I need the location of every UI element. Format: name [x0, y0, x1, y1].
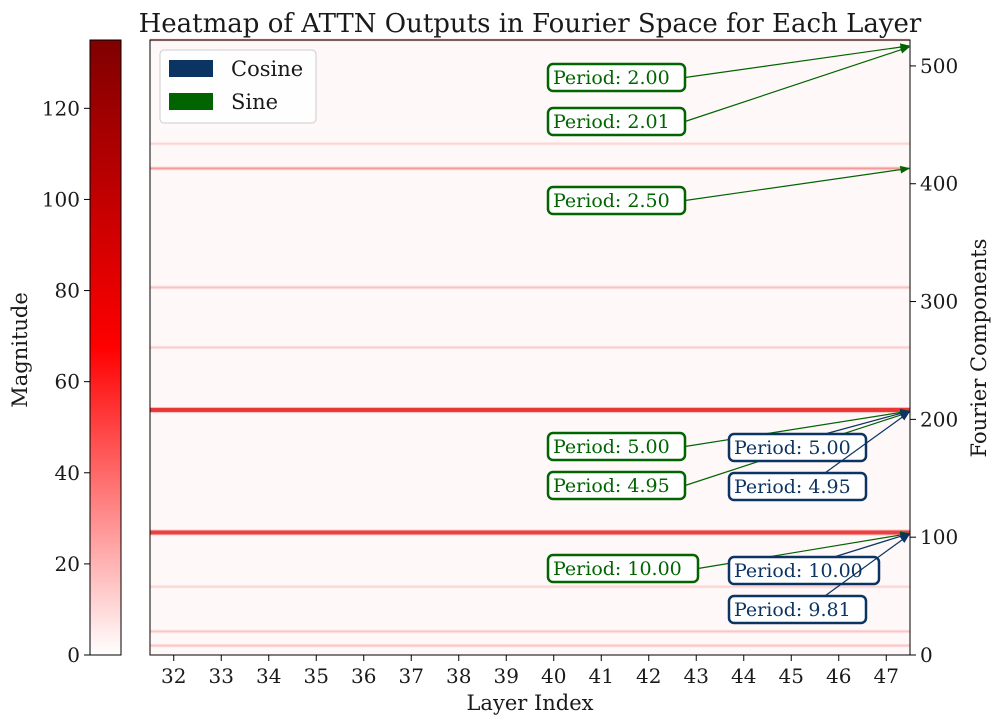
- period-annotations: Period: 2.00 Period: 2.01 Period: 2.50 Peri…: [546, 43, 910, 625]
- legend-label-sine: Sine: [231, 90, 278, 114]
- annotation-arrow: [824, 411, 910, 474]
- colorbar-tick-label: 60: [55, 370, 80, 394]
- annotation-box: [727, 594, 868, 625]
- annotation-box: [727, 471, 868, 502]
- legend-label-cosine: Cosine: [231, 57, 303, 81]
- heatmap-band: [150, 286, 910, 289]
- x-tick-label: 46: [826, 664, 851, 688]
- colorbar-ticks: 0 20 40 60 80 100 120: [42, 96, 90, 667]
- x-tick-label: 36: [351, 664, 376, 688]
- x-tick-label: 38: [446, 664, 471, 688]
- colorbar-label: Magnitude: [8, 292, 32, 408]
- colorbar-tick-label: 0: [67, 643, 80, 667]
- x-tick-label: 34: [256, 664, 281, 688]
- heatmap-band-halo: [150, 629, 910, 634]
- x-axis-label: Layer Index: [466, 691, 593, 715]
- x-tick-label: 33: [209, 664, 234, 688]
- x-tick-label: 35: [304, 664, 329, 688]
- heatmap-band-halo: [150, 345, 910, 350]
- annotation-box: [546, 106, 687, 137]
- x-tick-label: 47: [874, 664, 899, 688]
- x-tick-label: 43: [684, 664, 709, 688]
- heatmap-background: [150, 40, 910, 655]
- x-tick-label: 37: [399, 664, 424, 688]
- colorbar-tick-label: 100: [42, 187, 80, 211]
- heatmap-band-halo: [150, 285, 910, 290]
- y-axis-label: Fourier Components: [967, 239, 991, 458]
- x-tick-label: 44: [731, 664, 756, 688]
- y-axis-ticks: 0 100 200 300 400 500: [910, 54, 958, 667]
- annotation-box: [546, 470, 687, 501]
- colorbar-tick-label: 120: [42, 96, 80, 120]
- colorbar-tick-label: 80: [55, 279, 80, 303]
- annotation-arrow: [684, 46, 910, 123]
- plot-frame: [149, 39, 911, 656]
- legend: Cosine Sine: [159, 49, 317, 124]
- annotation-arrow: [824, 409, 910, 435]
- annotation-box: [546, 553, 700, 584]
- legend-swatch-cosine: [169, 60, 213, 77]
- heatmap-band: [150, 407, 910, 412]
- annotation-label: Period: 2.00: [553, 67, 670, 89]
- y-tick-label: 400: [920, 172, 958, 196]
- chart-title: Heatmap of ATTN Outputs in Fourier Space…: [139, 9, 922, 39]
- annotation-label: Period: 2.01: [553, 111, 670, 133]
- heatmap-band: [150, 630, 910, 633]
- annotation-arrow: [684, 165, 910, 202]
- x-tick-label: 40: [541, 664, 566, 688]
- heatmap-band-halo: [150, 643, 910, 648]
- annotation-arrow: [833, 532, 910, 558]
- annotation-arrow: [684, 408, 910, 448]
- heatmap-band: [150, 585, 910, 588]
- heatmap-band: [150, 346, 910, 349]
- annotation-label: Period: 5.00: [553, 436, 670, 458]
- x-tick-label: 41: [589, 664, 614, 688]
- annotation-label: Period: 2.50: [553, 190, 670, 212]
- heatmap-band-halo: [150, 166, 910, 171]
- annotation-box: [546, 185, 687, 216]
- colorbar-tick-label: 40: [55, 461, 80, 485]
- annotation-label: Period: 4.95: [734, 476, 851, 498]
- legend-swatch-sine: [169, 93, 213, 110]
- annotation-box: [546, 62, 687, 93]
- y-tick-label: 200: [920, 407, 958, 431]
- annotation-arrow: [684, 43, 910, 79]
- x-tick-label: 42: [636, 664, 661, 688]
- y-tick-label: 0: [920, 643, 933, 667]
- annotation-label: Period: 10.00: [553, 558, 682, 580]
- y-tick-label: 300: [920, 290, 958, 314]
- annotation-label: Period: 9.81: [734, 599, 851, 621]
- x-tick-label: 32: [161, 664, 186, 688]
- colorbar-tick-label: 20: [55, 552, 80, 576]
- annotation-arrow: [824, 534, 910, 597]
- annotation-box: [727, 555, 881, 586]
- colorbar: [89, 39, 122, 656]
- y-tick-label: 100: [920, 525, 958, 549]
- annotation-label: Period: 5.00: [734, 437, 851, 459]
- heatmap-band: [150, 167, 910, 170]
- annotation-box: [546, 431, 687, 462]
- annotation-label: Period: 10.00: [734, 560, 863, 582]
- x-tick-label: 45: [779, 664, 804, 688]
- heatmap-band: [150, 142, 910, 145]
- heatmap-band: [150, 644, 910, 647]
- annotation-box: [727, 432, 868, 463]
- x-tick-label: 39: [494, 664, 519, 688]
- heatmap-band: [150, 530, 910, 535]
- annotation-label: Period: 4.95: [553, 475, 670, 497]
- x-axis-ticks: 32 33 34 35 36 37 38 39 40 41 42 43 44 45 46 47: [161, 655, 899, 688]
- y-tick-label: 500: [920, 54, 958, 78]
